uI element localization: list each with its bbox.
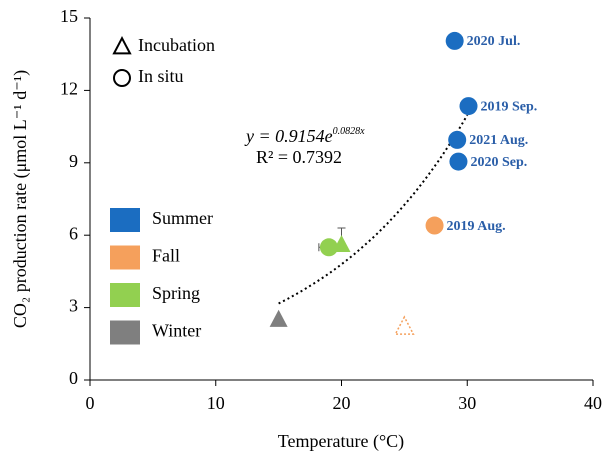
fit-equation-base: y = 0.9154e <box>244 126 333 146</box>
y-tick-label: 0 <box>69 368 78 388</box>
legend-swatch <box>110 283 140 307</box>
point-label: 2019 Sep. <box>481 99 538 114</box>
point-label: 2020 Sep. <box>470 155 527 170</box>
legend-label: Incubation <box>138 35 215 55</box>
fit-r2: R² = 0.7392 <box>256 147 342 167</box>
legend-swatch <box>110 208 140 232</box>
x-tick-label: 10 <box>207 393 225 413</box>
legend-label: Summer <box>152 208 213 228</box>
x-axis-label: Temperature (°C) <box>278 431 404 452</box>
y-axis-label: CO₂ production rate (μmol L⁻¹ d⁻¹) <box>10 70 31 328</box>
x-tick-label: 0 <box>86 393 95 413</box>
point-label: 2020 Jul. <box>467 34 521 49</box>
point <box>459 97 478 116</box>
point <box>449 152 468 171</box>
point <box>332 234 351 253</box>
legend-label: In situ <box>138 66 184 86</box>
fit-equation-exponent: 0.0828x <box>333 126 366 137</box>
point <box>269 309 288 327</box>
point <box>425 216 444 235</box>
x-tick-label: 30 <box>458 393 476 413</box>
legend-marker <box>113 69 131 87</box>
legend-label: Winter <box>152 321 201 341</box>
legend-label: Spring <box>152 283 200 303</box>
y-tick-label: 15 <box>60 6 78 26</box>
y-tick-label: 9 <box>69 151 78 171</box>
point-label: 2019 Aug. <box>447 219 506 234</box>
x-tick-label: 40 <box>584 393 602 413</box>
x-tick-label: 20 <box>333 393 351 413</box>
y-tick-label: 6 <box>69 223 78 243</box>
y-tick-label: 3 <box>69 296 78 316</box>
y-tick-label: 12 <box>60 79 78 99</box>
legend-swatch <box>110 320 140 345</box>
fit-curve <box>278 114 469 305</box>
legend-swatch <box>110 245 140 270</box>
point <box>394 315 415 335</box>
legend-marker <box>112 36 132 55</box>
legend-label: Fall <box>152 246 180 266</box>
point <box>445 31 464 50</box>
point-label: 2021 Aug. <box>469 133 528 148</box>
point <box>448 130 467 149</box>
fit-equation: y = 0.9154e0.0828x <box>244 126 365 146</box>
